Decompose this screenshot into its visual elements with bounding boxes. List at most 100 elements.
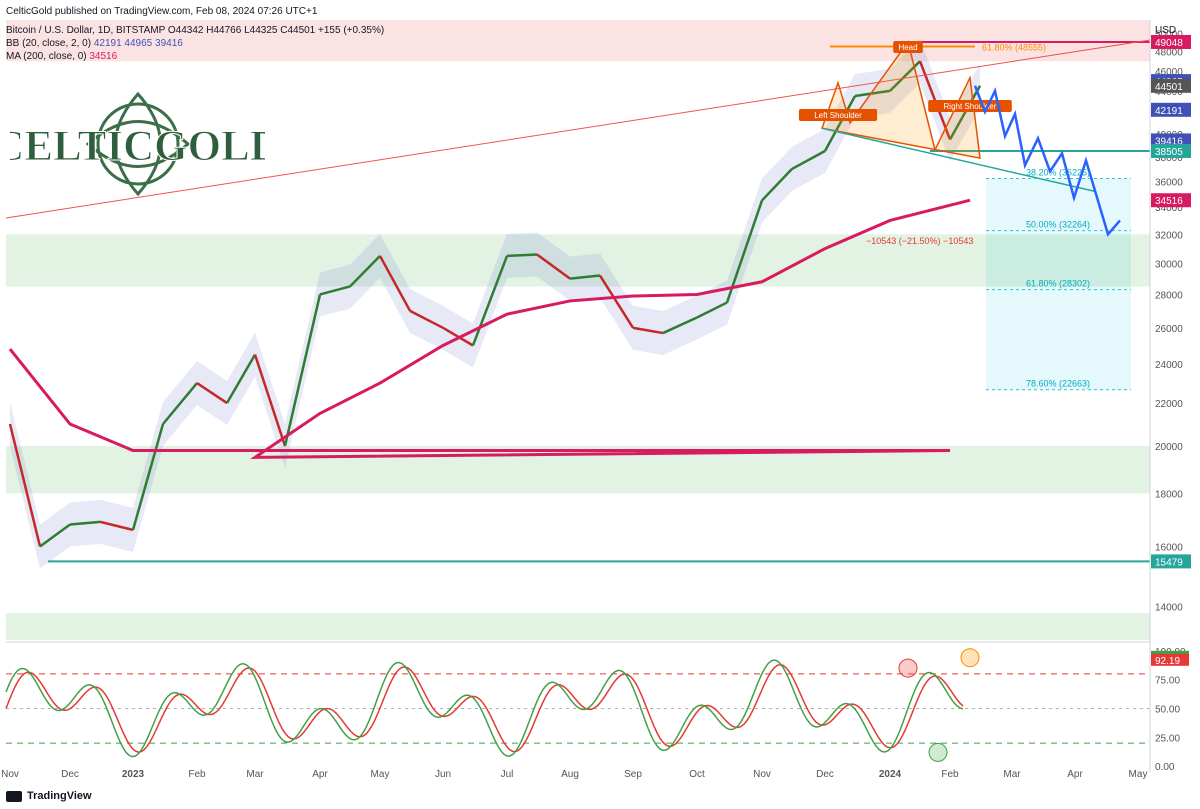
price-tick-label: 50000 xyxy=(1155,29,1183,40)
time-tick-label: Apr xyxy=(1067,769,1083,780)
pattern-label-bg xyxy=(798,109,878,121)
bb-legend: BB (20, close, 2, 0) 42191 44965 39416 xyxy=(6,38,183,49)
time-tick-label: Jun xyxy=(435,769,451,780)
time-tick-label: 2023 xyxy=(122,769,145,780)
currency-label: USD xyxy=(1155,25,1176,36)
price-tick-label: 32000 xyxy=(1155,230,1183,241)
price-tick-label: 36000 xyxy=(1155,177,1183,188)
price-segment xyxy=(854,89,891,98)
osc-tag-label: 92.19 xyxy=(1155,656,1180,667)
price-segment xyxy=(823,95,857,152)
price-tick-label: 30000 xyxy=(1155,259,1183,270)
time-tick-label: Feb xyxy=(941,769,959,780)
fib-label: 78.60% (22663) xyxy=(1026,379,1090,389)
price-segment xyxy=(131,423,165,531)
price-segment xyxy=(378,255,412,312)
price-tag-bg xyxy=(1151,78,1191,93)
price-segment xyxy=(319,285,351,296)
price-segment xyxy=(632,326,664,335)
pattern-label-bg xyxy=(928,100,1012,112)
time-tick-label: Apr xyxy=(312,769,328,780)
price-tag-label: 42191 xyxy=(1155,106,1183,117)
price-tick-label: 24000 xyxy=(1155,360,1183,371)
price-tag-label: 44501 xyxy=(1155,82,1183,93)
tradingview-brand[interactable]: TradingView xyxy=(6,790,92,802)
time-tick-label: Mar xyxy=(1003,769,1021,780)
price-tick-label: 14000 xyxy=(1155,603,1183,614)
price-tag-bg xyxy=(1151,193,1191,208)
pattern-label: Left Shoulder xyxy=(814,111,862,120)
time-tick-label: Mar xyxy=(246,769,264,780)
signal-marker xyxy=(898,658,918,678)
pattern-label: Right Shoulder xyxy=(944,102,997,111)
osc-tick-label: 50.00 xyxy=(1155,705,1180,716)
price-segment xyxy=(598,274,635,329)
price-segment xyxy=(506,253,538,258)
price-tag-bg xyxy=(1151,133,1191,148)
price-segment xyxy=(761,168,793,202)
time-tick-label: Oct xyxy=(689,769,705,780)
price-segment xyxy=(948,85,982,141)
long-trendline xyxy=(5,39,1151,219)
celtic-knot-icon xyxy=(85,91,191,197)
price-segment xyxy=(162,382,198,425)
neckline xyxy=(821,127,1096,193)
pattern-label-bg xyxy=(893,41,923,53)
ma-label: MA (200, close, 0) xyxy=(6,51,87,62)
fib-618-label: 61.80% (48555) xyxy=(982,43,1046,53)
price-segment xyxy=(536,253,571,280)
time-tick-label: 2024 xyxy=(879,769,902,780)
stoch-k-line xyxy=(5,659,964,758)
price-tag-label: 39416 xyxy=(1155,136,1183,147)
time-tick-label: Dec xyxy=(61,769,79,780)
price-tick-label: 20000 xyxy=(1155,442,1183,453)
projection-path xyxy=(973,85,1121,237)
price-tick-label: 18000 xyxy=(1155,489,1183,500)
logo-text: CELTICGOLD xyxy=(10,123,265,170)
price-segment xyxy=(196,382,228,405)
bb-label: BB (20, close, 2, 0) xyxy=(6,38,92,49)
osc-tick-label: 0.00 xyxy=(1155,762,1175,773)
price-segment xyxy=(99,520,134,532)
time-tick-label: Aug xyxy=(561,769,579,780)
price-tick-label: 28000 xyxy=(1155,290,1183,301)
pattern-label: Head xyxy=(898,43,917,52)
signal-marker xyxy=(960,648,980,668)
price-tick-label: 26000 xyxy=(1155,324,1183,335)
price-tick-label: 16000 xyxy=(1155,542,1183,553)
tradingview-label: TradingView xyxy=(27,790,92,802)
head-shoulders-pattern xyxy=(821,40,981,160)
celticgold-logo: CELTICGOLD xyxy=(10,91,265,197)
time-tick-label: Feb xyxy=(188,769,206,780)
fib-label: 61.80% (28302) xyxy=(1026,279,1090,289)
price-segment xyxy=(409,309,444,329)
price-tag-bg xyxy=(1151,143,1191,158)
bollinger-band xyxy=(10,39,980,569)
zone-green-3 xyxy=(6,613,1150,640)
price-tag-bg xyxy=(1151,554,1191,569)
osc-tick-label: 75.00 xyxy=(1155,676,1180,687)
osc-tick-label: 25.00 xyxy=(1155,733,1180,744)
fib-zone xyxy=(986,178,1131,390)
ma-value: 34516 xyxy=(89,51,118,62)
symbol-info: Bitcoin / U.S. Dollar, 1D, BITSTAMP O443… xyxy=(6,25,385,36)
price-segment xyxy=(69,520,101,526)
price-tag-label: 15479 xyxy=(1155,557,1183,568)
bb-value-lower: 39416 xyxy=(155,38,183,49)
stoch-d-line xyxy=(5,663,964,753)
price-tag-label: 38505 xyxy=(1155,147,1183,158)
time-tick-label: Sep xyxy=(624,769,642,780)
price-segment xyxy=(569,274,601,280)
price-segment xyxy=(662,316,698,335)
price-segment xyxy=(283,294,322,447)
bb-value-basis: 42191 xyxy=(93,38,122,49)
price-segment xyxy=(471,255,509,346)
price-segment xyxy=(889,60,921,92)
fib-label: 50.00% (32264) xyxy=(1026,220,1090,230)
price-segment xyxy=(225,353,257,404)
time-tick-label: Dec xyxy=(816,769,834,780)
time-tick-label: Jul xyxy=(501,769,514,780)
price-segment xyxy=(253,354,287,447)
publish-info: CelticGold published on TradingView.com,… xyxy=(6,6,318,17)
